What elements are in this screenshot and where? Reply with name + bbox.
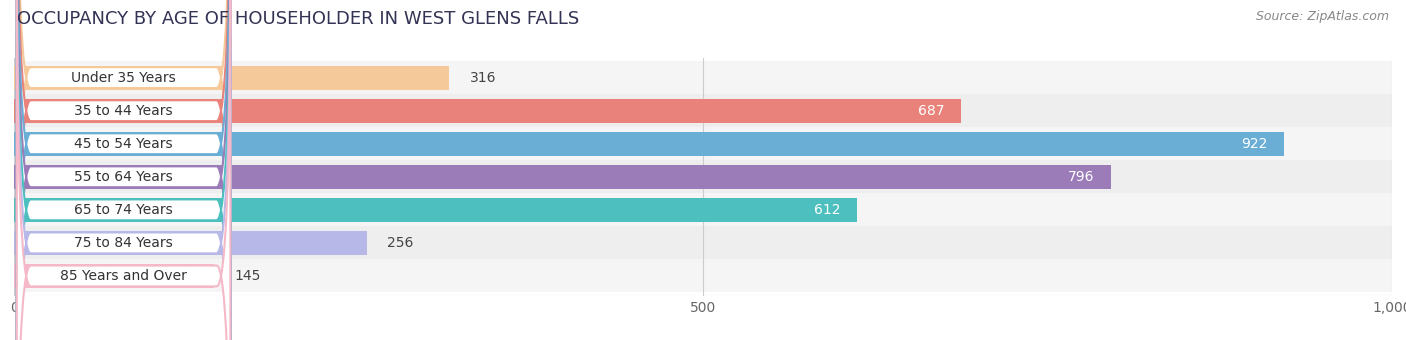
FancyBboxPatch shape bbox=[17, 0, 231, 340]
Bar bbox=[14, 264, 214, 288]
Text: 145: 145 bbox=[235, 269, 262, 283]
Bar bbox=[14, 61, 1392, 94]
Text: 612: 612 bbox=[814, 203, 841, 217]
FancyBboxPatch shape bbox=[17, 0, 231, 340]
Bar bbox=[14, 193, 1392, 226]
Text: Under 35 Years: Under 35 Years bbox=[72, 71, 176, 85]
Text: 35 to 44 Years: 35 to 44 Years bbox=[75, 104, 173, 118]
Text: 75 to 84 Years: 75 to 84 Years bbox=[75, 236, 173, 250]
Text: 922: 922 bbox=[1241, 137, 1268, 151]
Bar bbox=[14, 99, 960, 123]
FancyBboxPatch shape bbox=[17, 0, 231, 340]
Text: 316: 316 bbox=[470, 71, 496, 85]
Text: 55 to 64 Years: 55 to 64 Years bbox=[75, 170, 173, 184]
Bar bbox=[14, 132, 1285, 156]
FancyBboxPatch shape bbox=[17, 0, 231, 340]
Text: 256: 256 bbox=[388, 236, 413, 250]
Text: 45 to 54 Years: 45 to 54 Years bbox=[75, 137, 173, 151]
FancyBboxPatch shape bbox=[17, 0, 231, 340]
Text: 687: 687 bbox=[918, 104, 945, 118]
Text: 65 to 74 Years: 65 to 74 Years bbox=[75, 203, 173, 217]
Bar bbox=[14, 160, 1392, 193]
Bar bbox=[14, 127, 1392, 160]
Text: Source: ZipAtlas.com: Source: ZipAtlas.com bbox=[1256, 10, 1389, 23]
Bar bbox=[14, 259, 1392, 292]
FancyBboxPatch shape bbox=[17, 0, 231, 340]
Bar bbox=[14, 66, 450, 89]
Bar bbox=[14, 165, 1111, 189]
Bar bbox=[14, 231, 367, 255]
Text: 796: 796 bbox=[1067, 170, 1094, 184]
Bar bbox=[14, 94, 1392, 127]
Text: OCCUPANCY BY AGE OF HOUSEHOLDER IN WEST GLENS FALLS: OCCUPANCY BY AGE OF HOUSEHOLDER IN WEST … bbox=[17, 10, 579, 28]
FancyBboxPatch shape bbox=[17, 0, 231, 340]
Bar bbox=[14, 198, 858, 222]
Bar bbox=[14, 226, 1392, 259]
Text: 85 Years and Over: 85 Years and Over bbox=[60, 269, 187, 283]
